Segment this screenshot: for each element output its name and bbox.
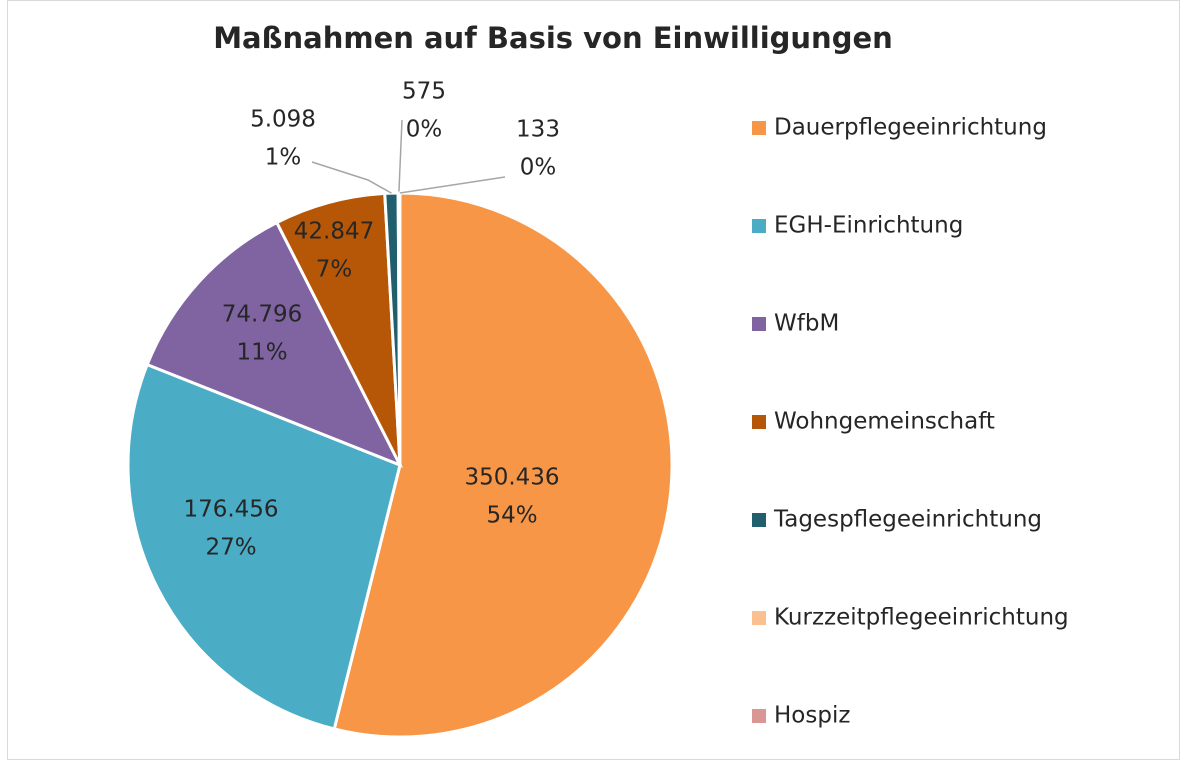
pie-slice	[274, 191, 402, 466]
data-label-percent: 0%	[406, 117, 443, 143]
pie-slice	[126, 362, 402, 731]
data-label-percent: 54%	[486, 503, 537, 529]
data-label-percent: 27%	[205, 535, 256, 561]
data-label: 176.456	[183, 497, 278, 523]
pie-slice	[332, 191, 674, 739]
data-label: 350.436	[464, 465, 559, 491]
legend-swatch	[752, 317, 766, 331]
data-label: 575	[402, 79, 446, 105]
legend-label: Dauerpflegeeinrichtung	[774, 115, 1047, 141]
legend-label: Kurzzeitpflegeeinrichtung	[774, 605, 1069, 631]
pie-slice	[145, 220, 404, 468]
legend-label: Tagespflegeeinrichtung	[773, 507, 1042, 533]
leader-line	[399, 176, 506, 194]
data-label-percent: 0%	[520, 155, 557, 181]
legend-label: Wohngemeinschaft	[774, 409, 995, 435]
legend-swatch	[752, 415, 766, 429]
legend-swatch	[752, 611, 766, 625]
data-label-percent: 7%	[316, 257, 353, 283]
legend-label: WfbM	[774, 311, 839, 337]
data-label-percent: 11%	[236, 340, 287, 366]
legend-swatch	[752, 219, 766, 233]
leader-line	[311, 161, 392, 194]
legend-label: EGH-Einrichtung	[774, 213, 963, 239]
chart-title: Maßnahmen auf Basis von Einwilligungen	[213, 21, 893, 55]
legend-swatch	[752, 513, 766, 527]
data-label: 74.796	[222, 302, 302, 328]
legend-swatch	[752, 709, 766, 723]
legend-swatch	[752, 121, 766, 135]
legend-label: Hospiz	[774, 703, 850, 729]
data-label-percent: 1%	[265, 145, 302, 171]
data-label: 42.847	[294, 219, 374, 245]
data-label: 5.098	[250, 107, 316, 133]
data-label: 133	[516, 117, 560, 143]
leader-line	[398, 119, 403, 194]
